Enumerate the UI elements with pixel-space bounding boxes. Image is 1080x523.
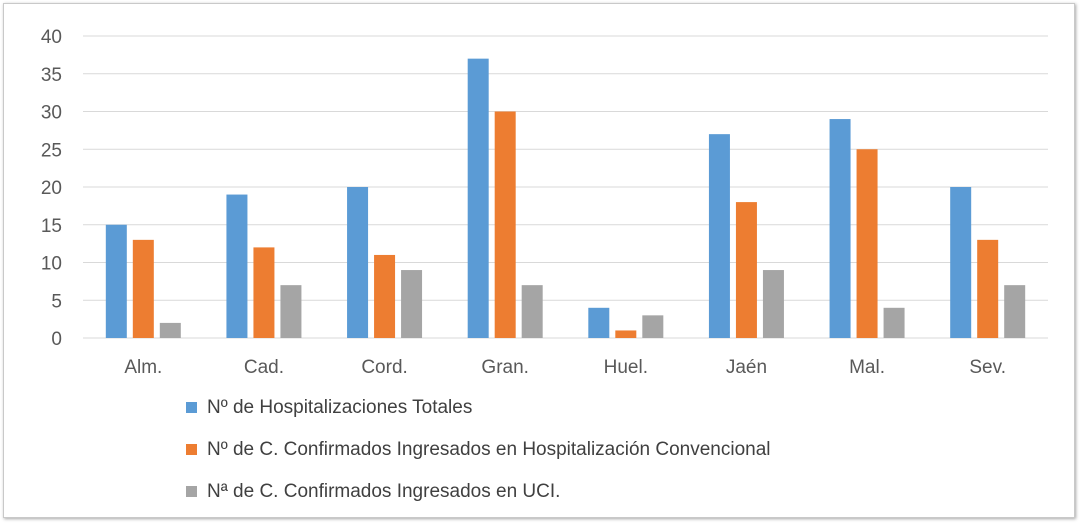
- chart-frame: [3, 3, 1075, 518]
- bars: [105, 58, 1026, 339]
- bar-jaén-series-3: [762, 270, 784, 338]
- bar-cad-series-2: [253, 247, 275, 338]
- x-category-label: Jaén: [726, 357, 767, 378]
- bar-mal-series-2: [856, 149, 878, 338]
- y-tick-label: 30: [41, 103, 62, 124]
- bar-sev-series-1: [950, 187, 972, 338]
- y-tick-label: 20: [41, 178, 62, 199]
- x-category-label: Sev.: [969, 357, 1006, 378]
- x-category-label: Cad.: [244, 357, 284, 378]
- bar-huel-series-3: [642, 315, 664, 338]
- y-tick-label: 5: [51, 291, 62, 312]
- bar-alm-series-2: [132, 239, 154, 338]
- y-tick-label: 40: [41, 27, 62, 48]
- legend-swatch: [186, 486, 197, 497]
- bar-mal-series-1: [829, 119, 851, 338]
- bar-gran-series-1: [467, 58, 489, 339]
- x-category-label: Mal.: [849, 357, 885, 378]
- bar-cad-series-3: [280, 285, 302, 338]
- bar-jaén-series-1: [708, 134, 730, 338]
- legend-swatch: [186, 402, 197, 413]
- legend-label: Nª de C. Confirmados Ingresados en UCI.: [207, 481, 560, 502]
- x-axis-category-labels: Alm. Cad. Cord. Gran. Huel. Jaén Mal. Sev.: [124, 357, 1006, 378]
- bar-cord-series-2: [374, 254, 396, 338]
- bar-cad-series-1: [226, 194, 248, 338]
- x-category-label: Huel.: [604, 357, 648, 378]
- bar-sev-series-3: [1004, 285, 1026, 338]
- y-tick-label: 10: [41, 254, 62, 275]
- y-tick-label: 25: [41, 140, 62, 161]
- y-axis-tick-labels: 0 5 10 15 20 25 30 35 40: [41, 27, 62, 350]
- x-category-label: Gran.: [481, 357, 529, 378]
- legend-label: Nº de Hospitalizaciones Totales: [207, 397, 472, 418]
- bar-mal-series-3: [883, 307, 905, 338]
- bar-alm-series-1: [105, 224, 127, 338]
- bar-jaén-series-2: [735, 202, 757, 338]
- legend: Nº de Hospitalizaciones Totales Nº de C. …: [186, 397, 771, 502]
- legend-label: Nº de C. Confirmados Ingresados en Hospi…: [207, 439, 771, 460]
- bar-alm-series-3: [159, 322, 181, 338]
- bar-gran-series-2: [494, 111, 516, 338]
- bar-cord-series-1: [347, 187, 369, 338]
- bar-gran-series-3: [521, 285, 543, 338]
- bar-huel-series-2: [615, 330, 637, 338]
- x-category-label: Alm.: [124, 357, 162, 378]
- y-tick-label: 0: [51, 329, 62, 350]
- bar-sev-series-2: [977, 239, 999, 338]
- bar-cord-series-3: [401, 270, 423, 338]
- legend-swatch: [186, 444, 197, 455]
- bar-huel-series-1: [588, 307, 610, 338]
- y-tick-label: 15: [41, 216, 62, 237]
- x-category-label: Cord.: [361, 357, 407, 378]
- y-tick-label: 35: [41, 65, 62, 86]
